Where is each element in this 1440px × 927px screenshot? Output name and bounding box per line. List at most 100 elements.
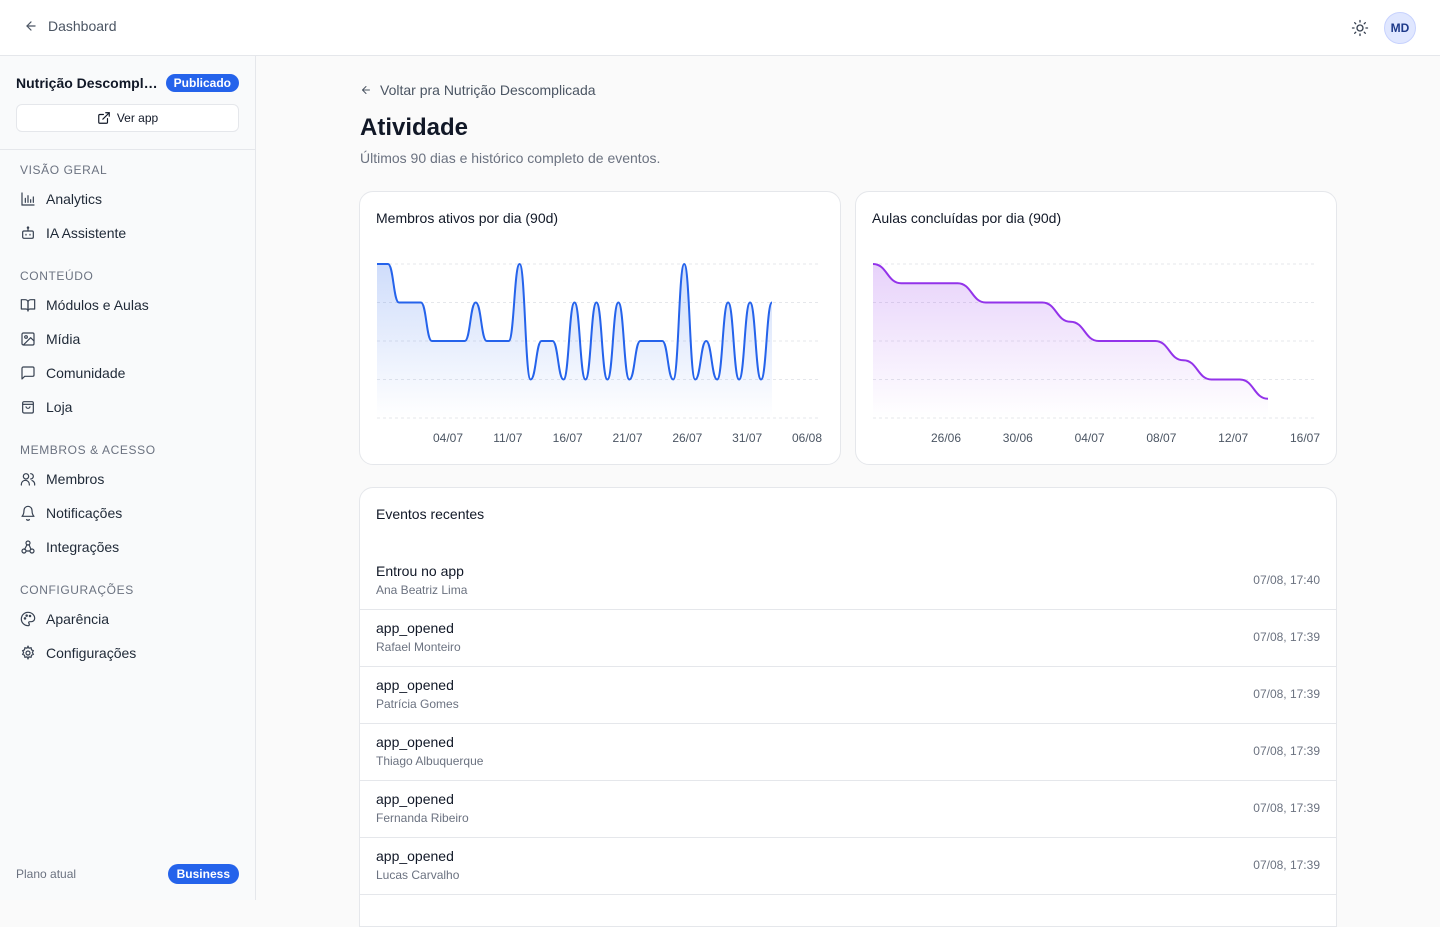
sidebar-item-label: Loja (46, 399, 73, 415)
section-title-settings: CONFIGURAÇÕES (20, 583, 134, 597)
app-header: Nutrição Descomplicada Publicado (16, 72, 239, 94)
event-row[interactable]: app_opened Rafael Monteiro 07/08, 17:39 (360, 610, 1336, 667)
sidebar-item-store[interactable]: Loja (20, 397, 72, 417)
sidebar-divider (0, 149, 256, 150)
event-name: Entrou no app (376, 563, 464, 579)
chart-title: Aulas concluídas por dia (90d) (872, 210, 1062, 226)
back-to-dashboard-link[interactable]: Dashboard (24, 18, 117, 34)
sidebar: Nutrição Descomplicada Publicado Ver app… (0, 56, 256, 900)
event-user: Fernanda Ribeiro (376, 811, 469, 825)
section-title-members: MEMBROS & ACESSO (20, 443, 156, 457)
chart-title: Membros ativos por dia (90d) (376, 210, 559, 226)
x-tick-label: 08/07 (1146, 431, 1176, 445)
arrow-left-icon (362, 86, 370, 94)
x-tick-label: 04/07 (433, 431, 463, 445)
sidebar-item-ai-assistant[interactable]: IA Assistente (20, 223, 126, 243)
sun-icon (1351, 19, 1369, 37)
bar-chart-icon (21, 192, 35, 206)
sidebar-item-members[interactable]: Membros (20, 469, 104, 489)
sidebar-item-community[interactable]: Comunidade (20, 363, 125, 383)
sidebar-item-label: Módulos e Aulas (46, 297, 149, 313)
section-title-overview: VISÃO GERAL (20, 163, 108, 177)
back-to-app-label: Voltar pra Nutrição Descomplicada (380, 82, 596, 98)
event-time: 07/08, 17:39 (1253, 744, 1320, 758)
shopping-bag-icon (22, 401, 34, 414)
event-row[interactable]: app_opened Thiago Albuquerque 07/08, 17:… (360, 724, 1336, 781)
chart-active-members: 04/07 11/07 16/07 21/07 26/07 31/07 06/08 (377, 262, 822, 445)
back-to-dashboard-label: Dashboard (48, 18, 117, 34)
page-subtitle: Últimos 90 dias e histórico completo de … (360, 150, 661, 166)
sidebar-item-appearance[interactable]: Aparência (20, 609, 109, 629)
event-name: app_opened (376, 848, 454, 864)
x-tick-label: 16/07 (1290, 431, 1320, 445)
sidebar-item-integrations[interactable]: Integrações (20, 537, 119, 557)
plan-label: Plano atual (16, 867, 77, 881)
book-open-icon (20, 299, 36, 312)
event-name: app_opened (376, 677, 454, 693)
palette-icon (20, 611, 36, 627)
external-link-icon (97, 112, 110, 124)
plan-badge[interactable]: Business (167, 864, 239, 884)
sidebar-item-label: Analytics (46, 191, 103, 207)
sidebar-item-label: IA Assistente (46, 225, 127, 241)
event-row[interactable]: app_opened Fernanda Ribeiro 07/08, 17:39 (360, 781, 1336, 838)
view-app-label: Ver app (116, 111, 159, 125)
x-tick-label: 11/07 (493, 431, 522, 445)
plan-info: Plano atual Business (16, 864, 239, 884)
recent-events-card: Eventos recentes Entrou no app Ana Beatr… (359, 487, 1337, 927)
back-to-app-link[interactable]: Voltar pra Nutrição Descomplicada (360, 82, 596, 98)
event-time: 07/08, 17:39 (1253, 801, 1320, 815)
sidebar-item-label: Integrações (46, 539, 120, 555)
page-title: Atividade (360, 114, 469, 141)
event-row[interactable]: app_opened Patrícia Gomes 07/08, 17:39 (360, 667, 1336, 724)
sidebar-item-label: Membros (46, 471, 105, 487)
x-tick-label: 30/06 (1003, 431, 1033, 445)
event-time: 07/08, 17:40 (1253, 573, 1320, 587)
sidebar-item-label: Notificações (46, 505, 123, 521)
users-icon (20, 473, 36, 486)
chart-lessons-completed: 26/06 30/06 04/07 08/07 12/07 16/07 (872, 263, 1320, 445)
series-line (872, 263, 1269, 400)
avatar[interactable]: MD (1384, 12, 1416, 44)
sidebar-item-notifications[interactable]: Notificações (20, 503, 122, 523)
sidebar-item-media[interactable]: Mídia (20, 329, 80, 349)
x-tick-label: 06/08 (792, 431, 822, 445)
view-app-button[interactable]: Ver app (16, 104, 239, 132)
app-name: Nutrição Descomplicada (16, 75, 160, 91)
events-title: Eventos recentes (376, 506, 485, 522)
event-name: app_opened (376, 620, 454, 636)
event-row[interactable]: Entrou no app Ana Beatriz Lima 07/08, 17… (360, 553, 1336, 610)
event-name: app_opened (376, 791, 454, 807)
x-tick-label: 31/07 (732, 431, 762, 445)
series-area (873, 264, 1268, 418)
message-square-icon (21, 366, 35, 380)
event-user: Ana Beatriz Lima (376, 583, 468, 597)
event-user: Lucas Carvalho (376, 868, 460, 882)
event-time: 07/08, 17:39 (1253, 687, 1320, 701)
x-tick-label: 26/06 (931, 431, 961, 445)
event-user: Rafael Monteiro (376, 640, 461, 654)
event-time: 07/08, 17:39 (1253, 630, 1320, 644)
event-user: Patrícia Gomes (376, 697, 459, 711)
event-row[interactable]: app_opened Lucas Carvalho 07/08, 17:39 (360, 838, 1336, 895)
section-title-content: CONTEÚDO (20, 269, 94, 283)
sidebar-item-label: Comunidade (46, 365, 126, 381)
sidebar-item-analytics[interactable]: Analytics (20, 189, 102, 209)
event-time: 07/08, 17:39 (1253, 858, 1320, 872)
sidebar-item-label: Configurações (46, 645, 137, 661)
arrow-left-icon (26, 21, 36, 31)
sidebar-item-settings[interactable]: Configurações (20, 643, 136, 663)
series-line (377, 262, 773, 381)
sidebar-item-modules[interactable]: Módulos e Aulas (20, 295, 149, 315)
top-bar: Dashboard MD (0, 0, 1440, 56)
x-tick-label: 16/07 (553, 431, 583, 445)
chart-card-active-members: Membros ativos por dia (90d) 04/07 11/07 1… (359, 191, 841, 465)
webhook-icon (21, 540, 35, 554)
x-tick-label: 04/07 (1075, 431, 1105, 445)
x-tick-label: 26/07 (672, 431, 702, 445)
image-icon (21, 332, 35, 346)
event-name: app_opened (376, 734, 454, 750)
theme-toggle-button[interactable] (1348, 16, 1372, 40)
sidebar-item-label: Aparência (46, 611, 110, 627)
x-tick-label: 21/07 (612, 431, 642, 445)
